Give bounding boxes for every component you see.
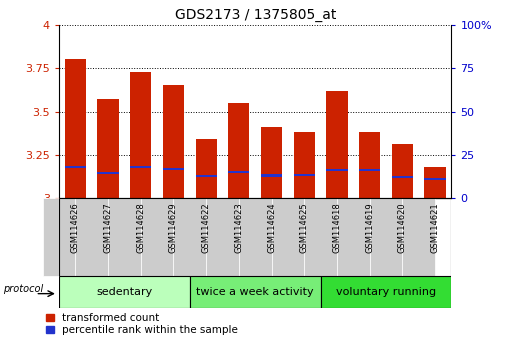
Bar [271,198,304,276]
Bar [326,91,348,198]
Bar [228,103,249,198]
Bar [392,144,413,198]
Bar [337,198,370,276]
Bar [239,198,271,276]
Bar [65,166,86,168]
Bar [65,59,86,198]
Bar [195,139,217,198]
Bar [59,198,451,276]
Text: GSM114621: GSM114621 [430,202,440,253]
Bar [359,132,380,198]
Text: GSM114623: GSM114623 [234,202,243,253]
Text: sedentary: sedentary [96,287,152,297]
Bar [97,99,119,198]
Bar [195,175,217,177]
Bar [130,72,151,198]
Bar [304,198,337,276]
Bar [370,198,402,276]
Bar [141,198,173,276]
Text: GSM114628: GSM114628 [136,202,145,253]
Text: GSM114620: GSM114620 [398,202,407,253]
Bar [228,171,249,173]
Bar [321,276,451,308]
Bar [261,175,282,177]
Bar [130,166,151,168]
Bar [424,178,446,180]
Bar [59,276,190,308]
Text: GSM114619: GSM114619 [365,202,374,253]
Bar [293,132,315,198]
Text: GSM114622: GSM114622 [202,202,211,253]
Bar [359,169,380,171]
Text: twice a week activity: twice a week activity [196,287,314,297]
Bar [163,85,184,198]
Text: GSM114626: GSM114626 [71,202,80,253]
Bar [326,169,348,171]
Bar [424,167,446,198]
Text: voluntary running: voluntary running [336,287,436,297]
Bar [173,198,206,276]
Bar [392,176,413,178]
Bar [43,198,75,276]
Bar [97,172,119,174]
Text: GSM114624: GSM114624 [267,202,276,253]
Bar [261,127,282,198]
Bar [108,198,141,276]
Bar [190,276,321,308]
Text: protocol: protocol [3,284,43,294]
Text: GSM114629: GSM114629 [169,202,178,253]
Title: GDS2173 / 1375805_at: GDS2173 / 1375805_at [174,8,336,22]
Bar [163,169,184,171]
Legend: transformed count, percentile rank within the sample: transformed count, percentile rank withi… [46,313,238,335]
Text: GSM114625: GSM114625 [300,202,309,253]
Bar [293,173,315,176]
Bar [402,198,435,276]
Bar [206,198,239,276]
Text: GSM114627: GSM114627 [104,202,112,253]
Text: GSM114618: GSM114618 [332,202,342,253]
Bar [75,198,108,276]
